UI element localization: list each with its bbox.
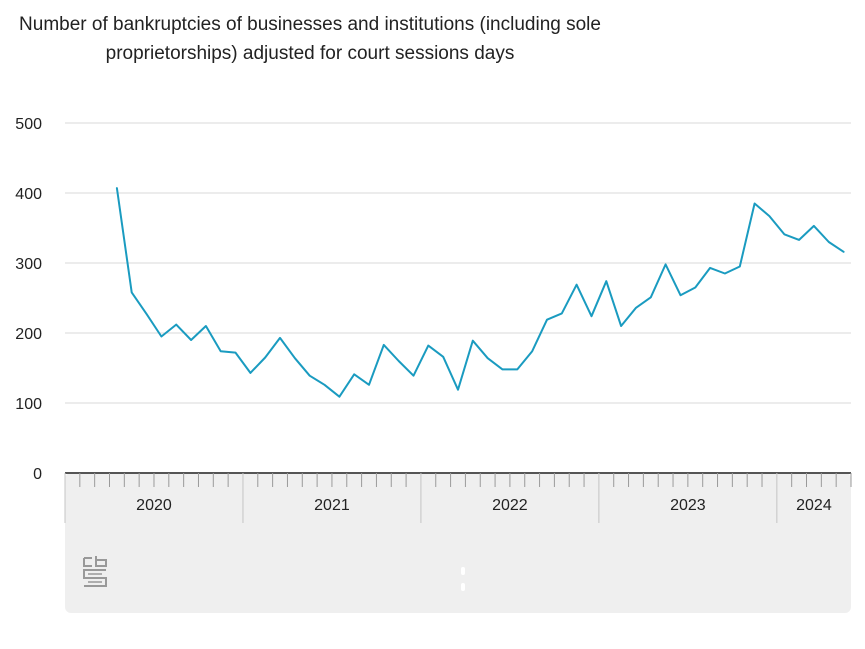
year-band bbox=[65, 473, 851, 613]
y-tick-label: 500 bbox=[15, 116, 42, 133]
y-tick-label: 100 bbox=[15, 396, 42, 413]
scroll-handle[interactable] bbox=[461, 567, 465, 591]
y-tick-label: 400 bbox=[15, 186, 42, 203]
year-label: 2021 bbox=[314, 497, 350, 514]
year-label: 2023 bbox=[670, 497, 706, 514]
y-axis: 0 100 200 300 400 500 bbox=[15, 116, 42, 483]
y-tick-label: 300 bbox=[15, 256, 42, 273]
y-tick-label: 200 bbox=[15, 326, 42, 343]
chart-title: Number of bankruptcies of businesses and… bbox=[19, 14, 601, 64]
year-label: 2020 bbox=[136, 497, 172, 514]
year-label: 2024 bbox=[796, 497, 832, 514]
year-label: 2022 bbox=[492, 497, 528, 514]
grid-lines bbox=[65, 122, 851, 404]
cbs-logo-icon bbox=[83, 556, 107, 587]
x-axis: 2020 2021 2022 2023 2024 bbox=[64, 472, 852, 523]
y-tick-label: 0 bbox=[33, 466, 42, 483]
series-layer bbox=[115, 187, 845, 398]
series-line bbox=[115, 187, 845, 398]
